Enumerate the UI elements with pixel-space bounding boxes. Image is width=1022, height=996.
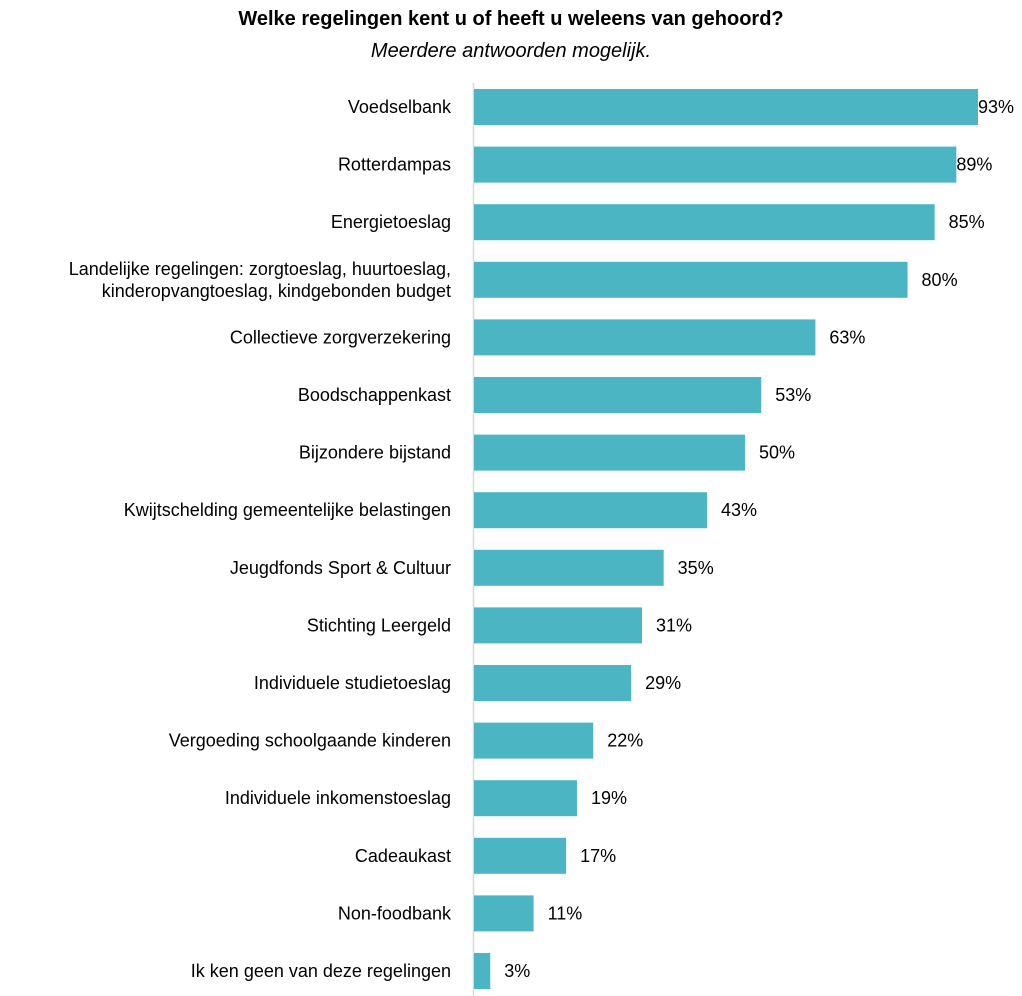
value-label-10: 29%	[645, 673, 681, 693]
category-label-3-line-1: kinderopvangtoeslag, kindgebonden budget	[102, 281, 451, 301]
category-label-14-line-0: Non-foodbank	[338, 903, 452, 923]
value-label-2: 85%	[949, 212, 985, 232]
category-label-8: Jeugdfonds Sport & Cultuur	[230, 558, 451, 578]
category-label-3-line-0: Landelijke regelingen: zorgtoeslag, huur…	[69, 259, 451, 279]
category-label-2: Energietoeslag	[331, 212, 451, 232]
bar-5	[474, 377, 762, 413]
category-label-2-line-0: Energietoeslag	[331, 212, 451, 232]
category-label-8-line-0: Jeugdfonds Sport & Cultuur	[230, 558, 451, 578]
category-label-1-line-0: Rotterdampas	[338, 155, 451, 175]
bar-1	[474, 146, 957, 183]
category-label-5: Boodschappenkast	[298, 385, 451, 405]
category-label-15: Ik ken geen van deze regelingen	[191, 961, 451, 981]
category-label-10-line-0: Individuele studietoeslag	[254, 673, 451, 693]
bar-9	[474, 607, 642, 644]
category-label-4-line-0: Collectieve zorgverzekering	[230, 327, 451, 347]
chart-title: Welke regelingen kent u of heeft u welee…	[238, 8, 784, 30]
category-label-4: Collectieve zorgverzekering	[230, 327, 451, 347]
category-label-1: Rotterdampas	[338, 155, 451, 175]
category-label-7-line-0: Kwijtschelding gemeentelijke belastingen	[124, 500, 451, 520]
bar-3	[474, 261, 908, 298]
bar-6	[474, 434, 745, 471]
bar-2	[474, 204, 935, 241]
category-label-3: Landelijke regelingen: zorgtoeslag, huur…	[69, 259, 451, 301]
bar-15	[474, 953, 491, 989]
category-label-6-line-0: Bijzondere bijstand	[299, 443, 451, 463]
value-label-5: 53%	[775, 385, 811, 405]
category-label-15-line-0: Ik ken geen van deze regelingen	[191, 961, 451, 981]
category-label-10: Individuele studietoeslag	[254, 673, 451, 693]
value-label-15: 3%	[504, 961, 530, 981]
bar-10	[474, 665, 632, 701]
value-label-7: 43%	[721, 500, 757, 520]
bar-14	[474, 895, 534, 932]
category-label-6: Bijzondere bijstand	[299, 443, 451, 463]
category-label-12: Individuele inkomenstoeslag	[225, 788, 451, 808]
category-label-11-line-0: Vergoeding schoolgaande kinderen	[169, 731, 451, 751]
bar-4	[474, 319, 816, 356]
value-label-4: 63%	[829, 327, 865, 347]
value-label-14: 11%	[548, 903, 583, 923]
bar-8	[474, 549, 664, 586]
value-label-1: 89%	[956, 155, 992, 175]
value-label-8: 35%	[678, 558, 714, 578]
category-label-11: Vergoeding schoolgaande kinderen	[169, 731, 451, 751]
category-label-0: Voedselbank	[348, 97, 452, 117]
value-label-9: 31%	[656, 615, 692, 635]
value-label-0: 93%	[978, 97, 1014, 117]
bar-13	[474, 837, 567, 874]
bar-12	[474, 780, 577, 817]
category-label-5-line-0: Boodschappenkast	[298, 385, 451, 405]
category-label-9-line-0: Stichting Leergeld	[307, 615, 451, 635]
category-label-9: Stichting Leergeld	[307, 615, 451, 635]
chart-subtitle: Meerdere antwoorden mogelijk.	[370, 40, 652, 62]
category-label-14: Non-foodbank	[338, 903, 452, 923]
category-label-7: Kwijtschelding gemeentelijke belastingen	[124, 500, 451, 520]
value-label-11: 22%	[607, 731, 643, 751]
category-label-0-line-0: Voedselbank	[348, 97, 452, 117]
value-label-12: 19%	[591, 788, 627, 808]
bar-11	[474, 722, 594, 759]
value-label-6: 50%	[759, 443, 795, 463]
value-label-13: 17%	[580, 846, 616, 866]
category-label-13: Cadeaukast	[355, 846, 451, 866]
bar-7	[474, 492, 708, 529]
category-label-13-line-0: Cadeaukast	[355, 846, 451, 866]
value-label-3: 80%	[922, 270, 958, 290]
bar-0	[474, 89, 978, 125]
category-label-12-line-0: Individuele inkomenstoeslag	[225, 788, 451, 808]
